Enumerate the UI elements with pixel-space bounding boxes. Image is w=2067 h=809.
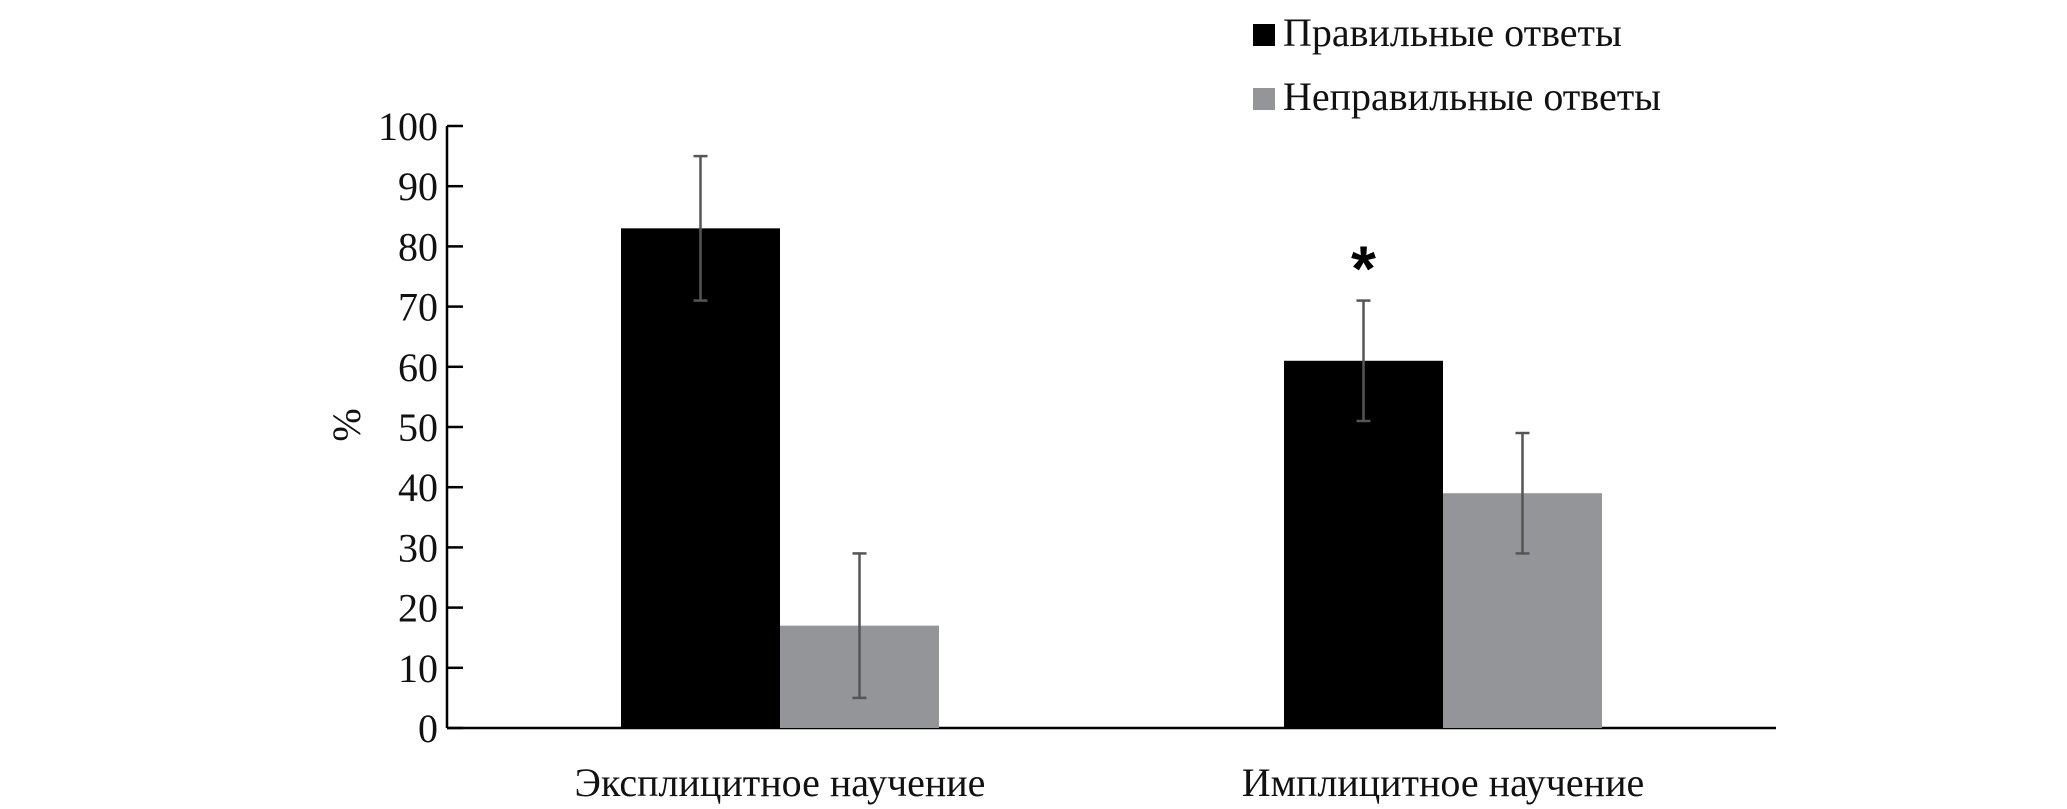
y-tick-label: 90 <box>398 164 438 209</box>
y-tick-label: 0 <box>418 706 438 751</box>
significance-asterisk: * <box>1351 233 1376 305</box>
y-tick-label: 50 <box>398 405 438 450</box>
legend: Правильные ответы Неправильные ответы <box>1253 10 1661 119</box>
error-bars <box>693 154 1530 700</box>
y-tick-label: 100 <box>378 104 438 149</box>
bars <box>621 228 1602 728</box>
y-tick-label: 30 <box>398 525 438 570</box>
axes: 0 10 20 30 40 50 60 70 80 90 100 Эксплицитное науче… <box>378 104 1776 805</box>
y-tick-label: 80 <box>398 224 438 269</box>
category-label: Имплицитное научение <box>1242 760 1644 805</box>
annotations: * <box>1351 233 1376 305</box>
bar <box>621 228 780 728</box>
legend-label: Правильные ответы <box>1283 10 1622 55</box>
y-tick-label: 60 <box>398 345 438 390</box>
category-label: Эксплицитное научение <box>575 760 986 805</box>
legend-swatch <box>1253 24 1275 46</box>
y-tick-label: 10 <box>398 646 438 691</box>
legend-label: Неправильные ответы <box>1283 74 1661 119</box>
y-tick-label: 40 <box>398 465 438 510</box>
y-tick-label: 70 <box>398 285 438 330</box>
legend-swatch <box>1253 88 1275 110</box>
y-axis-label: % <box>324 408 369 441</box>
y-tick-label: 20 <box>398 586 438 631</box>
